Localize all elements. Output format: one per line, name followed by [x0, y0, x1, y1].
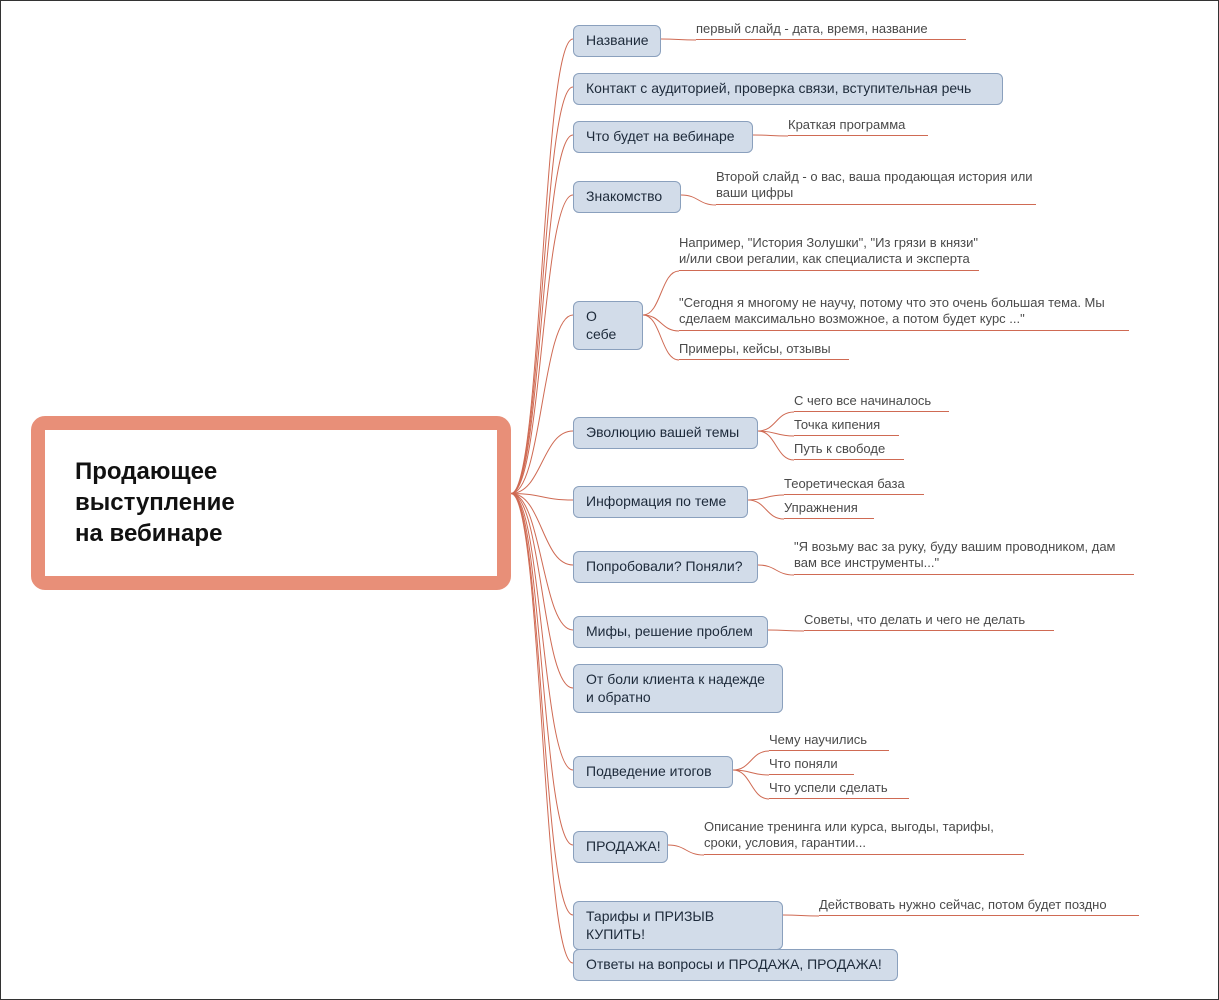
leaf-node: Теоретическая база — [784, 476, 924, 495]
leaf-node: Что поняли — [769, 756, 854, 775]
branch-node: Тарифы и ПРИЗЫВ КУПИТЬ! — [573, 901, 783, 950]
root-node: Продающеевыступлениена вебинаре — [31, 416, 511, 590]
leaf-node: Чему научились — [769, 732, 889, 751]
branch-node: ПРОДАЖА! — [573, 831, 668, 863]
branch-node: Контакт с аудиторией, проверка связи, вс… — [573, 73, 1003, 105]
leaf-node: Примеры, кейсы, отзывы — [679, 341, 849, 360]
leaf-node: Действовать нужно сейчас, потом будет по… — [819, 897, 1139, 916]
leaf-node: Упражнения — [784, 500, 874, 519]
leaf-node: Точка кипения — [794, 417, 899, 436]
branch-node: Мифы, решение проблем — [573, 616, 768, 648]
branch-node: О себе — [573, 301, 643, 350]
leaf-node: "Сегодня я многому не научу, потому что … — [679, 295, 1129, 331]
branch-node: Что будет на вебинаре — [573, 121, 753, 153]
leaf-node: Что успели сделать — [769, 780, 909, 799]
branch-node: Название — [573, 25, 661, 57]
branch-node: Попробовали? Поняли? — [573, 551, 758, 583]
leaf-node: С чего все начиналось — [794, 393, 949, 412]
mindmap-canvas: Продающеевыступлениена вебинаре Название К… — [0, 0, 1219, 1000]
leaf-node: Путь к свободе — [794, 441, 904, 460]
leaf-node: "Я возьму вас за руку, буду вашим провод… — [794, 539, 1134, 575]
branch-node: Эволюцию вашей темы — [573, 417, 758, 449]
branch-node: Ответы на вопросы и ПРОДАЖА, ПРОДАЖА! — [573, 949, 898, 981]
leaf-node: Советы, что делать и чего не делать — [804, 612, 1054, 631]
leaf-node: Описание тренинга или курса, выгоды, тар… — [704, 819, 1024, 855]
leaf-node: первый слайд - дата, время, название — [696, 21, 966, 40]
branch-node: От боли клиента к надежде и обратно — [573, 664, 783, 713]
branch-node: Информация по теме — [573, 486, 748, 518]
leaf-node: Например, "История Золушки", "Из грязи в… — [679, 235, 979, 271]
branch-node: Подведение итогов — [573, 756, 733, 788]
leaf-node: Второй слайд - о вас, ваша продающая ист… — [716, 169, 1036, 205]
leaf-node: Краткая программа — [788, 117, 928, 136]
branch-node: Знакомство — [573, 181, 681, 213]
